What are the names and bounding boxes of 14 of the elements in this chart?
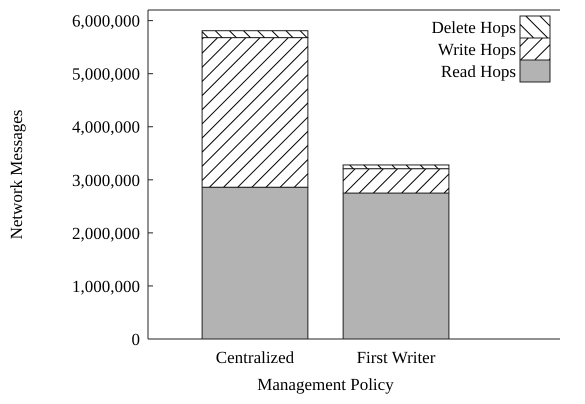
y-tick-label: 5,000,000 [72,64,140,84]
y-tick-label: 6,000,000 [72,12,140,31]
x-tick-label: First Writer [356,348,436,367]
legend-label: Delete Hops [431,18,516,37]
x-tick-label: Centralized [216,348,295,367]
y-tick-label: 2,000,000 [72,224,140,243]
y-tick-label: 0 [132,330,140,349]
y-axis-title: Network Messages [7,110,26,240]
legend-label: Write Hops [438,40,516,59]
y-tick-label: 4,000,000 [72,118,140,137]
y-tick-label: 1,000,000 [72,276,140,296]
y-tick-label: 3,000,000 [72,170,140,190]
x-axis-title: Management Policy [257,375,394,394]
legend-label: Read Hops [440,62,516,81]
